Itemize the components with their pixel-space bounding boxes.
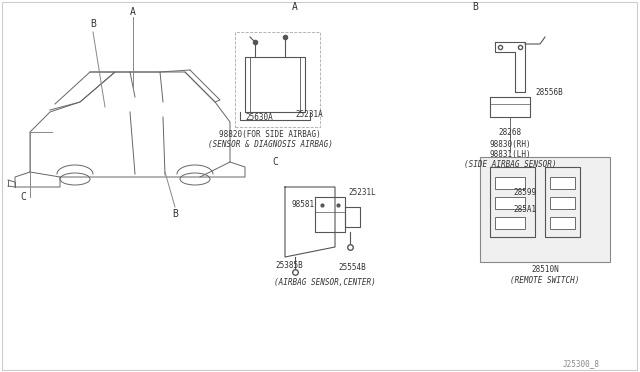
Text: J25300_8: J25300_8 <box>563 359 600 369</box>
Text: (SENSOR & DIAGNOSIS AIRBAG): (SENSOR & DIAGNOSIS AIRBAG) <box>207 140 332 148</box>
Text: 28510N: 28510N <box>531 266 559 275</box>
Text: (AIRBAG SENSOR,CENTER): (AIRBAG SENSOR,CENTER) <box>274 278 376 286</box>
Text: 98830(RH): 98830(RH) <box>489 140 531 148</box>
Text: A: A <box>130 7 136 17</box>
Bar <box>495 217 525 229</box>
Text: 25231A: 25231A <box>295 109 323 119</box>
Text: (REMOTE SWITCH): (REMOTE SWITCH) <box>510 276 580 285</box>
Ellipse shape <box>180 173 210 185</box>
Bar <box>550 197 575 209</box>
Text: 98581: 98581 <box>292 199 315 208</box>
Text: 98820(FOR SIDE AIRBAG): 98820(FOR SIDE AIRBAG) <box>219 129 321 138</box>
Text: A: A <box>292 2 298 12</box>
Text: 25385B: 25385B <box>275 260 303 269</box>
Text: C: C <box>272 157 278 167</box>
FancyBboxPatch shape <box>480 157 610 262</box>
Ellipse shape <box>60 173 90 185</box>
Bar <box>495 197 525 209</box>
Bar <box>550 177 575 189</box>
Text: 25554B: 25554B <box>338 263 365 272</box>
Text: B: B <box>90 19 96 29</box>
Text: C: C <box>20 192 26 202</box>
Text: (SIDE AIRBAG SENSOR): (SIDE AIRBAG SENSOR) <box>464 160 556 169</box>
Text: 25231L: 25231L <box>348 187 376 196</box>
Bar <box>495 177 525 189</box>
Text: 285A1: 285A1 <box>513 205 536 214</box>
Text: 25630A: 25630A <box>245 112 273 122</box>
Text: 28268: 28268 <box>499 128 522 137</box>
Text: 28599: 28599 <box>513 187 536 196</box>
Text: B: B <box>472 2 478 12</box>
Text: 28556B: 28556B <box>535 87 563 96</box>
Text: B: B <box>172 209 178 219</box>
Bar <box>550 217 575 229</box>
Text: 98831(LH): 98831(LH) <box>489 150 531 158</box>
